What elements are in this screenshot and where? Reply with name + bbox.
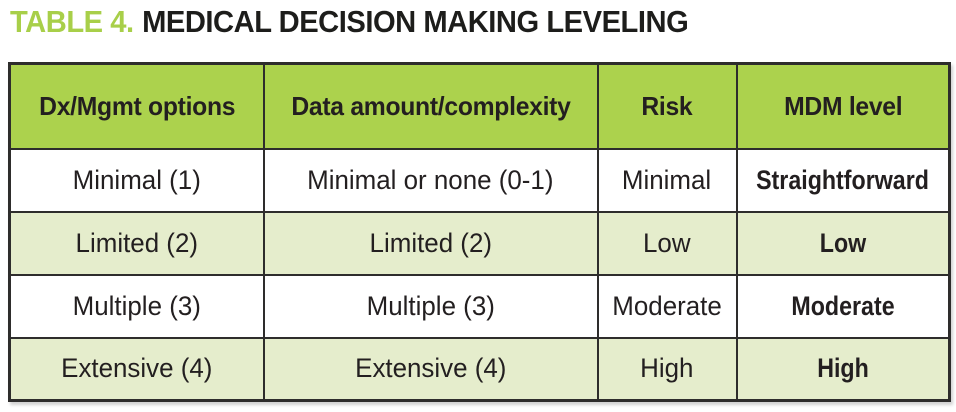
cell-dx-options: Minimal (1): [8, 147, 265, 213]
column-header-data-amount-complexity: Data amount/complexity: [262, 62, 599, 150]
table-row-moderate: Multiple (3) Multiple (3) Moderate Moder…: [8, 273, 951, 339]
header-text: Dx/Mgmt options: [38, 90, 235, 121]
table-row-low: Limited (2) Limited (2) Low Low: [8, 210, 951, 276]
cell-text: Limited (2): [369, 227, 492, 258]
cell-text: Minimal: [622, 164, 712, 195]
cell-risk: High: [596, 336, 738, 402]
cell-text: Limited (2): [75, 227, 198, 258]
cell-dx-options: Limited (2): [8, 210, 265, 276]
header-row: Dx/Mgmt options Data amount/complexity R…: [8, 62, 951, 150]
cell-text: Extensive (4): [61, 353, 213, 384]
table-title-number: TABLE 4.: [10, 4, 134, 39]
table-title: TABLE 4. MEDICAL DECISION MAKING LEVELING: [10, 4, 689, 40]
cell-text: High: [816, 353, 869, 384]
cell-text: Straightforward: [756, 164, 930, 195]
cell-mdm-level: Low: [735, 210, 951, 276]
cell-risk: Minimal: [596, 147, 738, 213]
cell-data-complexity: Multiple (3): [262, 273, 599, 339]
cell-data-complexity: Limited (2): [262, 210, 599, 276]
cell-text: Low: [819, 227, 866, 258]
cell-text: Low: [643, 227, 691, 258]
column-header-mdm-level: MDM level: [735, 62, 951, 150]
header-text: Risk: [641, 90, 693, 121]
cell-dx-options: Extensive (4): [8, 336, 265, 402]
cell-mdm-level: High: [735, 336, 951, 402]
cell-risk: Low: [596, 210, 738, 276]
table-title-text: MEDICAL DECISION MAKING LEVELING: [142, 4, 689, 39]
cell-text: Moderate: [791, 290, 895, 321]
cell-mdm-level: Straightforward: [735, 147, 951, 213]
header-text: Data amount/complexity: [290, 90, 571, 121]
column-header-dx-mgmt-options: Dx/Mgmt options: [8, 62, 265, 150]
header-text: MDM level: [783, 90, 903, 121]
cell-data-complexity: Minimal or none (0-1): [262, 147, 599, 213]
cell-risk: Moderate: [596, 273, 738, 339]
cell-text: Multiple (3): [72, 290, 201, 321]
cell-mdm-level: Moderate: [735, 273, 951, 339]
cell-data-complexity: Extensive (4): [262, 336, 599, 402]
cell-text: Moderate: [612, 290, 722, 321]
cell-text: High: [640, 353, 694, 384]
mdm-leveling-table: Dx/Mgmt options Data amount/complexity R…: [8, 62, 951, 402]
column-header-risk: Risk: [596, 62, 738, 150]
table-header: Dx/Mgmt options Data amount/complexity R…: [8, 62, 951, 150]
table-row-high: Extensive (4) Extensive (4) High High: [8, 336, 951, 402]
cell-text: Extensive (4): [354, 353, 507, 384]
cell-text: Minimal (1): [72, 164, 201, 195]
cell-dx-options: Multiple (3): [8, 273, 265, 339]
table-row-straightforward: Minimal (1) Minimal or none (0-1) Minima…: [8, 147, 951, 213]
cell-text: Minimal or none (0-1): [307, 164, 554, 195]
table-body: Minimal (1) Minimal or none (0-1) Minima…: [8, 147, 951, 402]
cell-text: Multiple (3): [366, 290, 495, 321]
